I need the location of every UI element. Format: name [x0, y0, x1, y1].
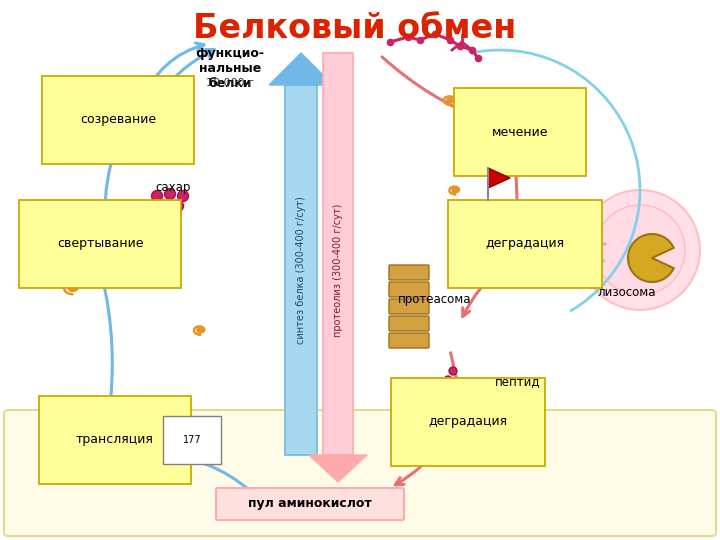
- Text: трансляция: трансляция: [76, 434, 154, 447]
- Circle shape: [164, 188, 176, 199]
- Text: мечение: мечение: [492, 125, 548, 138]
- Text: лизосома: лизосома: [598, 286, 657, 299]
- Text: функцио-
нальные
белки: функцио- нальные белки: [196, 47, 264, 90]
- Circle shape: [580, 190, 700, 310]
- FancyBboxPatch shape: [216, 488, 404, 520]
- Polygon shape: [269, 53, 333, 85]
- FancyBboxPatch shape: [389, 333, 429, 348]
- FancyBboxPatch shape: [389, 282, 429, 297]
- Circle shape: [151, 191, 163, 201]
- FancyBboxPatch shape: [389, 265, 429, 280]
- Text: 10 000 г: 10 000 г: [206, 78, 254, 88]
- FancyBboxPatch shape: [389, 299, 429, 314]
- Text: пептид: пептид: [495, 375, 541, 388]
- Wedge shape: [628, 234, 674, 282]
- Circle shape: [156, 200, 168, 212]
- Text: сахар: сахар: [156, 180, 191, 193]
- Polygon shape: [285, 85, 317, 455]
- Circle shape: [449, 367, 457, 375]
- Text: синтез белка (300-400 г/сут): синтез белка (300-400 г/сут): [296, 196, 306, 344]
- Circle shape: [444, 376, 452, 384]
- Circle shape: [441, 390, 449, 398]
- Polygon shape: [309, 455, 367, 482]
- Text: пул аминокислот: пул аминокислот: [248, 497, 372, 510]
- Polygon shape: [488, 168, 510, 188]
- Text: протеасома: протеасома: [398, 294, 472, 307]
- Text: Белковый обмен: Белковый обмен: [194, 12, 517, 45]
- Text: свертывание: свертывание: [57, 238, 143, 251]
- Polygon shape: [323, 53, 353, 455]
- Circle shape: [456, 380, 464, 388]
- FancyBboxPatch shape: [4, 410, 716, 536]
- FancyBboxPatch shape: [389, 316, 429, 331]
- Circle shape: [178, 191, 189, 201]
- Circle shape: [595, 205, 685, 295]
- Circle shape: [173, 200, 184, 212]
- Circle shape: [436, 385, 444, 393]
- Text: деградация: деградация: [428, 415, 508, 429]
- Text: протеолиз (300-400 г/сут): протеолиз (300-400 г/сут): [333, 204, 343, 336]
- Text: созревание: созревание: [80, 113, 156, 126]
- Text: деградация: деградация: [485, 238, 564, 251]
- Text: 177: 177: [183, 435, 202, 445]
